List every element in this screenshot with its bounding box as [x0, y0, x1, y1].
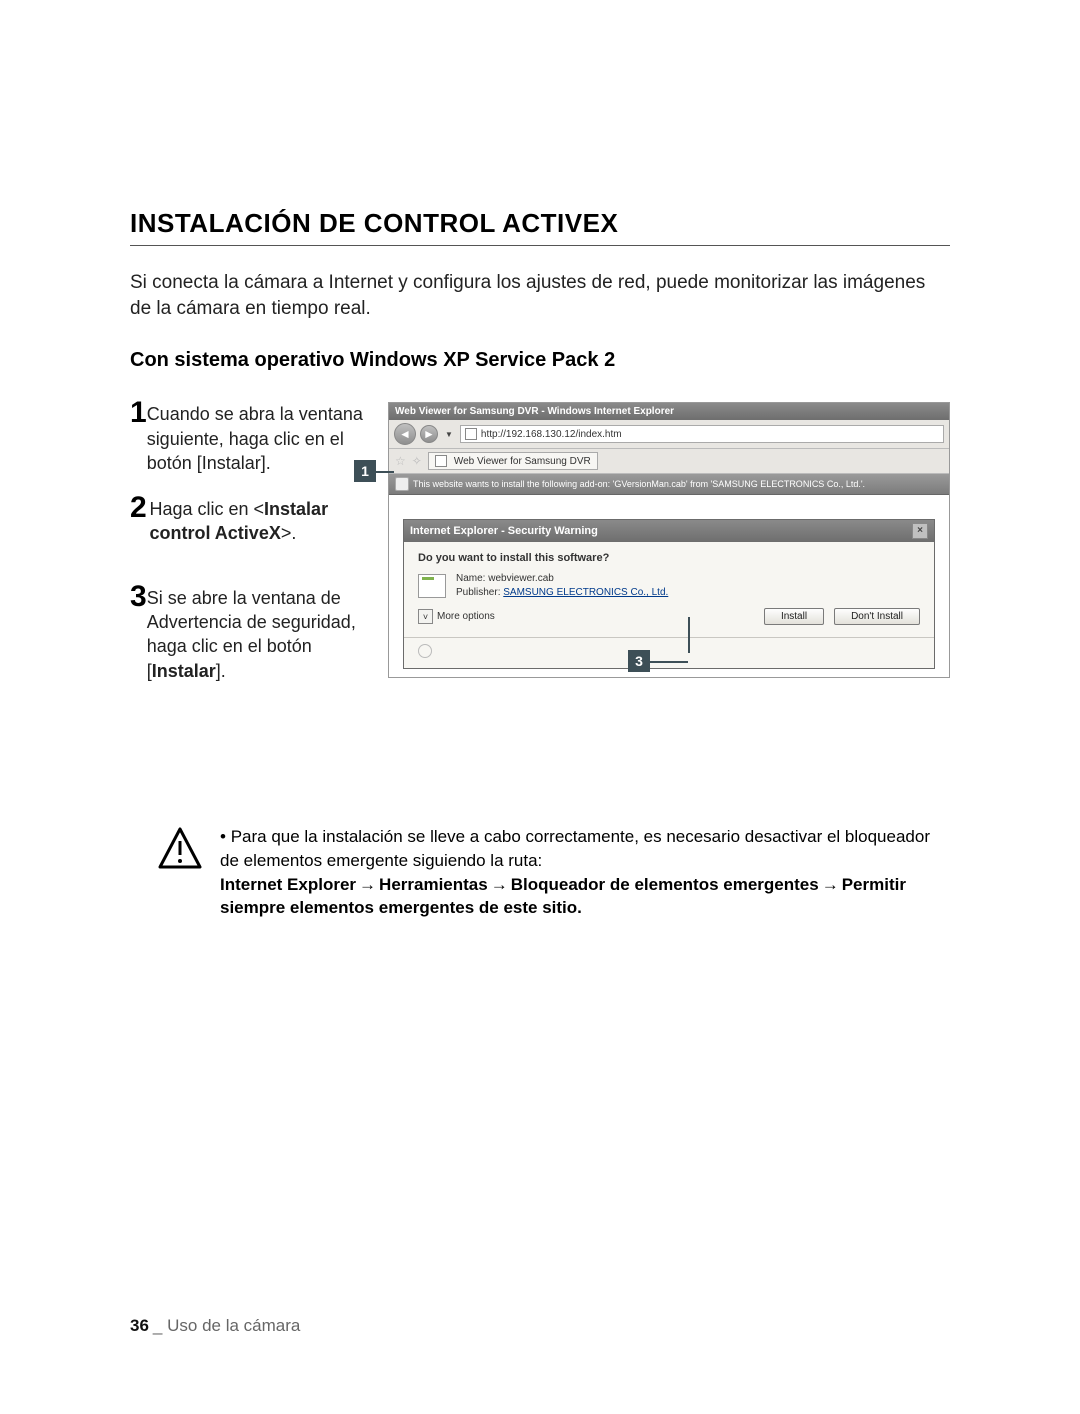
- address-bar[interactable]: http://192.168.130.12/index.htm: [460, 425, 944, 443]
- add-fav-icon[interactable]: ✧: [412, 454, 422, 468]
- callout-1: 1: [354, 460, 376, 482]
- step-3: 3 Si se abre la ventana de Advertencia d…: [130, 586, 364, 683]
- chevron-down-icon: ˅: [418, 609, 433, 624]
- more-options-label: More options: [437, 611, 495, 622]
- package-icon: [418, 574, 446, 598]
- callout-line: [688, 617, 690, 653]
- path-p2: Herramientas: [379, 875, 488, 894]
- help-icon: [418, 644, 432, 658]
- ie-content-area: [389, 495, 949, 509]
- publisher-label: Publisher:: [456, 587, 500, 598]
- step-text: Haga clic en <Instalar control ActiveX>.: [149, 497, 364, 546]
- nav-dropdown-icon[interactable]: ▼: [442, 430, 456, 439]
- note-text: • Para que la instalación se lleve a cab…: [220, 825, 950, 920]
- text: Haga clic en <: [149, 499, 264, 519]
- path-p1: Internet Explorer: [220, 875, 356, 894]
- security-warning-dialog: Internet Explorer - Security Warning × D…: [403, 519, 935, 669]
- dialog-title-text: Internet Explorer - Security Warning: [410, 525, 598, 537]
- page-icon: [465, 428, 477, 440]
- callout-line: [650, 661, 688, 663]
- dialog-question: Do you want to install this software?: [418, 552, 920, 564]
- shield-icon: [395, 477, 409, 491]
- footer-section: Uso de la cámara: [167, 1316, 300, 1335]
- page-footer: 36_ Uso de la cámara: [130, 1316, 300, 1336]
- callout-3: 3: [628, 650, 650, 672]
- arrow-icon: →: [819, 875, 842, 894]
- section-heading: INSTALACIÓN DE CONTROL ACTIVEX: [130, 208, 950, 246]
- page-number: 36: [130, 1316, 149, 1335]
- step-1: 1 Cuando se abra la ventana siguiente, h…: [130, 402, 364, 475]
- install-button[interactable]: Install: [764, 608, 824, 625]
- ie-tab-row: ☆ ✧ Web Viewer for Samsung DVR: [389, 449, 949, 474]
- forward-button[interactable]: ►: [420, 425, 438, 443]
- steps-list: 1 Cuando se abra la ventana siguiente, h…: [130, 402, 364, 705]
- path-p3: Bloqueador de elementos emergentes: [511, 875, 819, 894]
- page-icon: [435, 455, 447, 467]
- dialog-info: Name: webviewer.cab Publisher: SAMSUNG E…: [456, 572, 668, 600]
- ie-window: Web Viewer for Samsung DVR - Windows Int…: [388, 402, 950, 678]
- infobar-text: This website wants to install the follow…: [413, 479, 865, 489]
- step-2: 2 Haga clic en <Instalar control ActiveX…: [130, 497, 364, 546]
- step-number: 1: [130, 398, 147, 475]
- step-number: 2: [130, 493, 149, 546]
- more-options-toggle[interactable]: ˅ More options: [418, 609, 495, 624]
- dialog-divider: [404, 637, 934, 638]
- step-text: Si se abre la ventana de Advertencia de …: [147, 586, 364, 683]
- footer-sep: _: [153, 1316, 162, 1335]
- ie-nav-bar: ◄ ► ▼ http://192.168.130.12/index.htm: [389, 420, 949, 449]
- bold: Instalar: [152, 661, 216, 681]
- arrow-icon: →: [488, 875, 511, 894]
- tab-label: Web Viewer for Samsung DVR: [454, 456, 591, 467]
- back-button[interactable]: ◄: [394, 423, 416, 445]
- step-number: 3: [130, 582, 147, 683]
- text: >.: [281, 523, 297, 543]
- browser-tab[interactable]: Web Viewer for Samsung DVR: [428, 452, 598, 470]
- step-text: Cuando se abra la ventana siguiente, hag…: [147, 402, 364, 475]
- subheading: Con sistema operativo Windows XP Service…: [130, 349, 950, 372]
- name-value: webviewer.cab: [488, 573, 554, 584]
- text: ].: [216, 661, 226, 681]
- intro-paragraph: Si conecta la cámara a Internet y config…: [130, 270, 950, 321]
- name-label: Name:: [456, 573, 485, 584]
- note-line1: Para que la instalación se lleve a cabo …: [220, 827, 930, 870]
- close-icon[interactable]: ×: [912, 523, 928, 539]
- callout-line: [376, 471, 394, 473]
- dialog-footer: [418, 644, 920, 658]
- screenshot-area: Web Viewer for Samsung DVR - Windows Int…: [388, 402, 950, 705]
- dont-install-button[interactable]: Don't Install: [834, 608, 920, 625]
- warning-icon: [158, 827, 202, 871]
- activex-infobar[interactable]: This website wants to install the follow…: [389, 474, 949, 495]
- publisher-link[interactable]: SAMSUNG ELECTRONICS Co., Ltd.: [503, 587, 668, 598]
- ie-titlebar: Web Viewer for Samsung DVR - Windows Int…: [389, 403, 949, 420]
- favorites-star-icon[interactable]: ☆: [395, 454, 406, 468]
- bullet: •: [220, 827, 226, 846]
- arrow-icon: →: [356, 875, 379, 894]
- dialog-titlebar: Internet Explorer - Security Warning ×: [404, 520, 934, 542]
- url-text: http://192.168.130.12/index.htm: [481, 429, 622, 440]
- warning-note: • Para que la instalación se lleve a cab…: [130, 825, 950, 920]
